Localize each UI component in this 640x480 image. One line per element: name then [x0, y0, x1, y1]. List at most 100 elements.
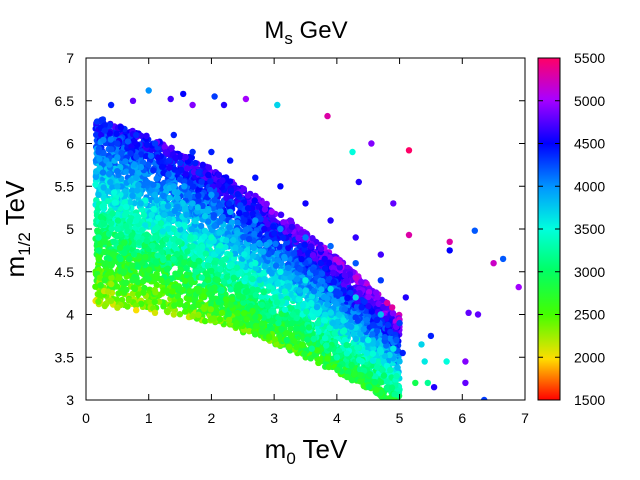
- data-point: [193, 268, 200, 275]
- data-point: [93, 131, 100, 138]
- data-point: [114, 211, 121, 218]
- data-point: [212, 191, 220, 199]
- data-point: [100, 202, 108, 209]
- data-point: [217, 259, 225, 266]
- data-point: [128, 232, 135, 239]
- data-point: [252, 322, 260, 330]
- data-point: [373, 386, 380, 393]
- data-point: [215, 171, 223, 179]
- data-point: [205, 207, 212, 215]
- data-point: [125, 297, 133, 304]
- data-point: [272, 262, 280, 269]
- data-point: [174, 189, 181, 196]
- data-point: [236, 269, 243, 276]
- data-point: [277, 211, 285, 218]
- data-point: [107, 297, 115, 304]
- title-main: M: [264, 17, 284, 44]
- data-point: [270, 223, 277, 230]
- data-point: [177, 159, 184, 167]
- data-point: [230, 274, 237, 281]
- data-point: [162, 236, 170, 243]
- data-point: [341, 272, 348, 279]
- data-point: [207, 285, 215, 293]
- data-point: [115, 274, 123, 282]
- data-point: [262, 217, 269, 224]
- data-point: [107, 146, 115, 153]
- data-point: [199, 202, 206, 209]
- data-point: [166, 164, 173, 171]
- data-point: [197, 222, 205, 230]
- data-point: [190, 254, 198, 262]
- title-unit: GeV: [293, 17, 348, 44]
- data-point: [117, 231, 125, 238]
- data-point: [126, 218, 133, 225]
- data-point: [348, 377, 356, 384]
- data-point: [258, 301, 266, 309]
- data-point: [325, 276, 333, 284]
- data-point: [240, 310, 248, 317]
- data-point: [234, 309, 241, 317]
- data-point: [317, 259, 324, 267]
- data-point: [201, 212, 209, 220]
- data-point: [182, 308, 189, 315]
- data-point: [236, 209, 243, 217]
- data-point: [326, 324, 333, 332]
- data-point: [163, 308, 171, 315]
- data-point: [144, 161, 151, 168]
- data-point: [186, 296, 193, 303]
- data-point: [138, 300, 145, 307]
- data-point: [210, 204, 217, 211]
- data-point: [257, 216, 264, 223]
- data-point: [261, 263, 268, 270]
- data-point: [321, 335, 329, 342]
- data-point: [183, 211, 190, 218]
- data-point: [94, 227, 101, 234]
- data-point: [134, 263, 142, 270]
- data-point: [375, 358, 382, 365]
- chart-title: Ms GeV: [264, 17, 347, 48]
- data-point: [272, 294, 279, 301]
- data-point: [316, 356, 323, 363]
- data-point: [274, 257, 282, 264]
- data-point: [230, 255, 238, 262]
- data-point: [106, 255, 113, 262]
- data-point: [138, 151, 145, 158]
- data-point: [365, 383, 373, 391]
- data-point: [97, 213, 105, 221]
- data-point: [274, 250, 281, 258]
- data-point: [227, 301, 234, 309]
- data-point: [301, 241, 308, 248]
- data-point: [295, 234, 302, 242]
- data-point: [268, 208, 275, 215]
- data-point: [228, 219, 235, 226]
- data-point: [373, 289, 380, 296]
- data-point: [108, 274, 115, 281]
- data-point: [278, 326, 285, 333]
- data-point: [223, 273, 231, 281]
- data-point: [174, 195, 181, 202]
- data-point: [256, 241, 264, 248]
- data-point: [109, 184, 116, 191]
- data-point: [154, 252, 161, 259]
- data-point: [201, 233, 208, 240]
- data-point: [198, 178, 205, 185]
- data-point: [315, 291, 322, 298]
- data-point: [100, 136, 107, 144]
- data-point: [191, 261, 198, 269]
- data-point: [165, 157, 173, 164]
- data-point: [142, 197, 149, 204]
- data-point: [113, 130, 120, 137]
- data-point: [374, 364, 381, 371]
- data-point: [285, 244, 292, 252]
- data-point: [118, 296, 126, 304]
- data-point: [244, 205, 252, 212]
- data-point: [274, 280, 281, 287]
- data-point: [275, 314, 282, 322]
- data-point: [135, 239, 143, 246]
- data-point: [98, 116, 105, 124]
- data-point: [360, 336, 367, 343]
- data-point: [234, 282, 241, 290]
- data-point: [177, 300, 184, 308]
- data-point: [386, 351, 393, 359]
- data-point: [228, 262, 236, 269]
